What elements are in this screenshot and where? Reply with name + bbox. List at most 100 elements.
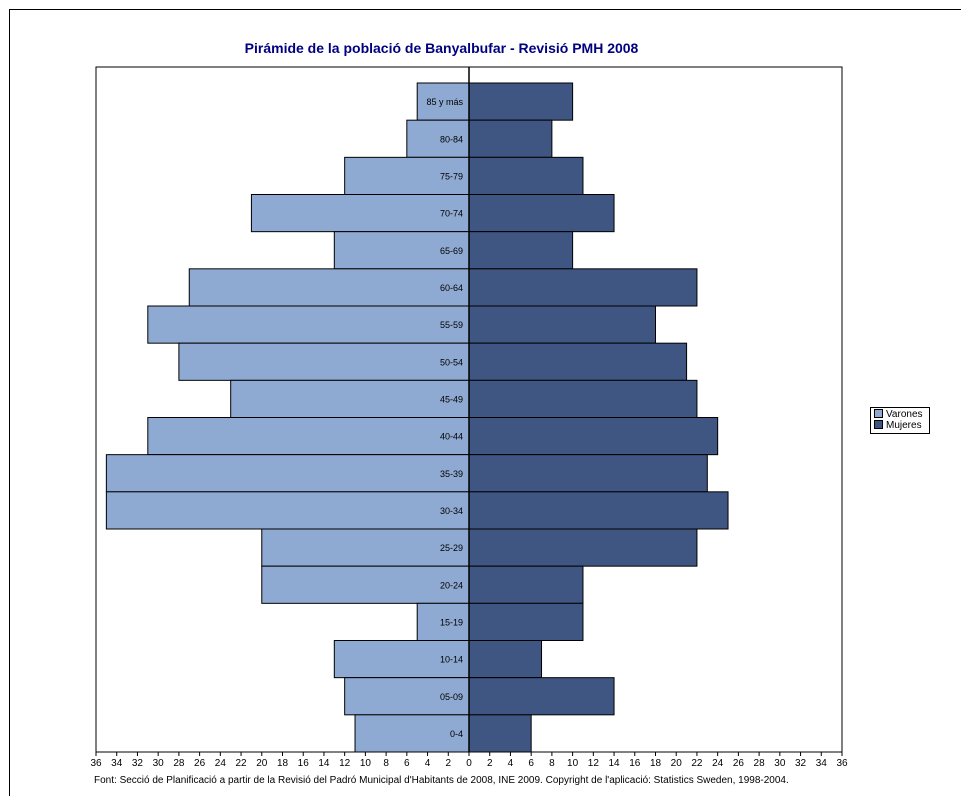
x-tick-label: 30 (774, 758, 786, 769)
bar-mujeres-15-19 (468, 602, 584, 641)
bar-varones-80-84 (406, 119, 470, 158)
x-tick-label: 12 (339, 758, 351, 769)
category-label: 50-54 (440, 357, 463, 367)
x-tick-label: 10 (360, 758, 372, 769)
legend-item-mujeres: Mujeres (874, 420, 922, 432)
x-tick-label: 34 (111, 758, 123, 769)
x-tick-label: 26 (194, 758, 206, 769)
bar-mujeres-80-84 (468, 119, 553, 158)
bar-mujeres-10-14 (468, 640, 543, 679)
category-label: 30-34 (440, 506, 463, 516)
x-tick-label: 24 (215, 758, 227, 769)
x-tick-label: 36 (836, 758, 848, 769)
category-label: 40-44 (440, 432, 463, 442)
bar-varones-55-59 (147, 305, 470, 344)
bar-varones-35-39 (105, 454, 470, 493)
x-tick-label: 4 (508, 758, 514, 769)
x-tick-label: 4 (425, 758, 431, 769)
category-label: 75-79 (440, 171, 463, 181)
x-tick-label: 22 (691, 758, 703, 769)
legend-swatch-varones (874, 409, 883, 418)
bar-mujeres-0-4 (468, 714, 532, 753)
x-tick-label: 22 (235, 758, 247, 769)
category-labels-group: 85 y más 80-84 75-79 70-74 65-69 60-64 55-59 50… (426, 97, 463, 739)
bar-varones-45-49 (230, 379, 470, 419)
x-tick-label: 20 (671, 758, 683, 769)
bar-mujeres-30-34 (468, 491, 729, 530)
bar-varones-75-79 (344, 156, 470, 195)
x-tick-label: 6 (528, 758, 534, 769)
bar-mujeres-70-74 (468, 194, 615, 233)
bar-mujeres-60-64 (468, 268, 698, 307)
bar-varones-20-24 (261, 565, 470, 604)
x-tick-label: 6 (404, 758, 410, 769)
x-tick-label: 34 (816, 758, 828, 769)
category-label: 10-14 (440, 655, 463, 665)
x-axis: 36 34 32 30 28 26 24 22 20 18 16 14 12 10 8 6 4 2 0 2 4 6 8 10 1… (90, 752, 848, 769)
x-tick-label: 16 (298, 758, 310, 769)
bar-mujeres-05-09 (468, 677, 615, 716)
legend-swatch-mujeres (874, 420, 883, 429)
category-label: 65-69 (440, 246, 463, 256)
x-tick-label: 18 (277, 758, 289, 769)
bar-mujeres-75-79 (468, 156, 584, 195)
category-label: 70-74 (440, 209, 463, 219)
category-label: 20-24 (440, 580, 463, 590)
source-footnote: Font: Secció de Planificació a partir de… (94, 775, 789, 786)
bar-varones-0-4 (354, 714, 470, 753)
category-label: 25-29 (440, 543, 463, 553)
category-label: 05-09 (440, 692, 463, 702)
x-tick-label: 14 (608, 758, 620, 769)
category-label: 85 y más (426, 97, 463, 107)
bar-varones-05-09 (344, 677, 470, 716)
x-tick-label: 28 (754, 758, 766, 769)
bar-varones-50-54 (178, 342, 470, 381)
bar-mujeres-45-49 (468, 379, 698, 419)
bar-varones-70-74 (250, 194, 470, 233)
x-tick-label: 2 (487, 758, 493, 769)
category-label: 55-59 (440, 320, 463, 330)
x-tick-label: 32 (132, 758, 144, 769)
bar-mujeres-35-39 (468, 454, 708, 493)
x-tick-label: 16 (629, 758, 641, 769)
x-tick-label: 32 (795, 758, 807, 769)
legend-label-varones: Varones (886, 409, 923, 420)
legend: Varones Mujeres (870, 407, 930, 434)
x-tick-label: 14 (318, 758, 330, 769)
chart-frame (9, 9, 961, 796)
category-label: 35-39 (440, 469, 463, 479)
bar-mujeres-40-44 (468, 417, 719, 456)
x-tick-label: 12 (588, 758, 600, 769)
bar-varones-60-64 (188, 268, 470, 307)
legend-item-varones: Varones (874, 409, 923, 421)
x-tick-label: 28 (173, 758, 185, 769)
x-tick-label: 18 (650, 758, 662, 769)
x-tick-label: 36 (90, 758, 102, 769)
x-tick-label: 10 (567, 758, 579, 769)
bar-varones-30-34 (105, 491, 470, 530)
bar-varones-40-44 (147, 417, 470, 456)
bar-mujeres-50-54 (468, 342, 688, 381)
x-tick-label: 20 (256, 758, 268, 769)
x-tick-label: 0 (466, 758, 472, 769)
bar-mujeres-85-y-más (468, 82, 574, 121)
x-tick-label: 2 (445, 758, 451, 769)
category-label: 80-84 (440, 134, 463, 144)
bar-mujeres-25-29 (468, 528, 698, 567)
bar-mujeres-65-69 (468, 231, 574, 270)
x-tick-label: 26 (733, 758, 745, 769)
category-label: 0-4 (450, 729, 463, 739)
category-label: 60-64 (440, 283, 463, 293)
bar-mujeres-55-59 (468, 305, 656, 344)
bar-mujeres-20-24 (468, 565, 584, 604)
bars-group (105, 67, 729, 753)
chart-title: Pirámide de la població de Banyalbufar -… (244, 40, 639, 56)
x-tick-label: 8 (383, 758, 389, 769)
x-tick-label: 30 (153, 758, 165, 769)
category-label: 45-49 (440, 394, 463, 404)
bar-varones-25-29 (261, 528, 470, 567)
x-tick-label: 24 (712, 758, 724, 769)
x-tick-label: 8 (549, 758, 555, 769)
legend-label-mujeres: Mujeres (886, 420, 922, 431)
